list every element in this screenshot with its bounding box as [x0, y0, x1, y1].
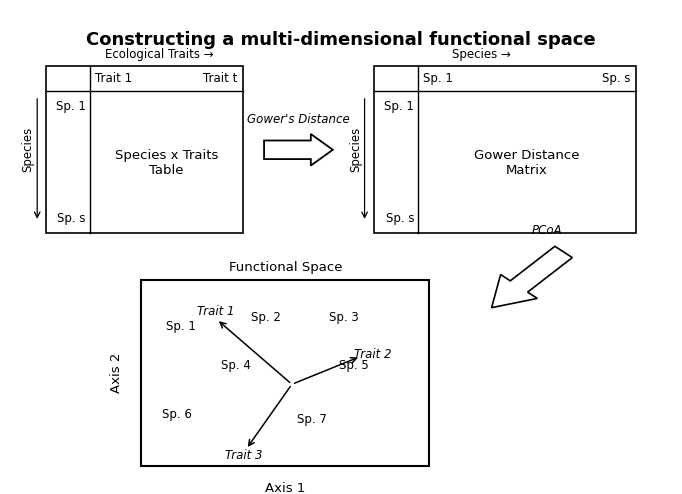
Text: Trait 1: Trait 1	[196, 305, 234, 318]
Text: Trait 2: Trait 2	[354, 348, 391, 361]
Text: Trait 3: Trait 3	[225, 449, 263, 462]
Text: Sp. 2: Sp. 2	[251, 311, 281, 325]
Text: Sp. 1: Sp. 1	[166, 320, 196, 333]
Text: Sp. 5: Sp. 5	[339, 359, 369, 372]
Text: Trait t: Trait t	[203, 72, 237, 85]
Text: Species: Species	[349, 127, 362, 172]
Text: Sp. 4: Sp. 4	[221, 359, 251, 372]
Text: Sp. 3: Sp. 3	[329, 311, 359, 325]
Text: Sp. 1: Sp. 1	[56, 100, 86, 113]
Text: Sp. 1: Sp. 1	[385, 100, 415, 113]
Text: Axis 1: Axis 1	[265, 482, 306, 494]
Text: Species →: Species →	[452, 47, 512, 61]
Text: Sp. s: Sp. s	[602, 72, 630, 85]
Polygon shape	[264, 134, 333, 165]
Text: Functional Space: Functional Space	[228, 261, 342, 274]
Text: Sp. 7: Sp. 7	[297, 412, 327, 426]
Text: Axis 2: Axis 2	[110, 353, 123, 393]
Text: Sp. s: Sp. s	[386, 212, 415, 225]
Text: Ecological Traits →: Ecological Traits →	[105, 47, 214, 61]
Text: Sp. s: Sp. s	[57, 212, 86, 225]
Bar	[141, 280, 430, 465]
Text: PCoA: PCoA	[532, 224, 563, 237]
Text: Gower's Distance: Gower's Distance	[247, 113, 350, 125]
Text: Species x Traits
Table: Species x Traits Table	[115, 149, 218, 177]
Bar	[374, 66, 636, 233]
Text: Trait 1: Trait 1	[95, 72, 132, 85]
Text: Species: Species	[22, 127, 35, 172]
Text: Constructing a multi-dimensional functional space: Constructing a multi-dimensional functio…	[86, 32, 596, 49]
Text: Gower Distance
Matrix: Gower Distance Matrix	[474, 149, 580, 177]
Text: Sp. 1: Sp. 1	[424, 72, 454, 85]
Text: Sp. 6: Sp. 6	[162, 408, 192, 421]
Bar	[46, 66, 243, 233]
Polygon shape	[492, 247, 572, 308]
